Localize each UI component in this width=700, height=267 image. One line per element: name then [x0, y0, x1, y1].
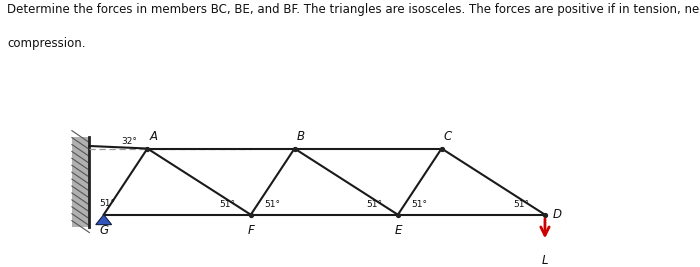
Text: compression.: compression. [7, 37, 85, 50]
Text: L: L [542, 254, 548, 267]
Text: Determine the forces in members BC, BE, and BF. The triangles are isosceles. The: Determine the forces in members BC, BE, … [7, 3, 700, 16]
Text: 51°: 51° [366, 201, 382, 209]
Text: A: A [150, 129, 158, 143]
Text: 32°: 32° [121, 137, 137, 146]
Text: 51°: 51° [513, 201, 529, 209]
Text: 51°: 51° [99, 199, 116, 208]
Text: G: G [99, 224, 108, 237]
Text: B: B [297, 129, 305, 143]
Text: F: F [247, 224, 254, 237]
Text: D: D [553, 208, 562, 221]
Text: C: C [444, 129, 452, 143]
Polygon shape [96, 215, 112, 225]
Text: 51°: 51° [219, 201, 235, 209]
Bar [72, 137, 90, 227]
Text: 51°: 51° [265, 201, 280, 209]
Text: 51°: 51° [412, 201, 428, 209]
Text: E: E [394, 224, 402, 237]
